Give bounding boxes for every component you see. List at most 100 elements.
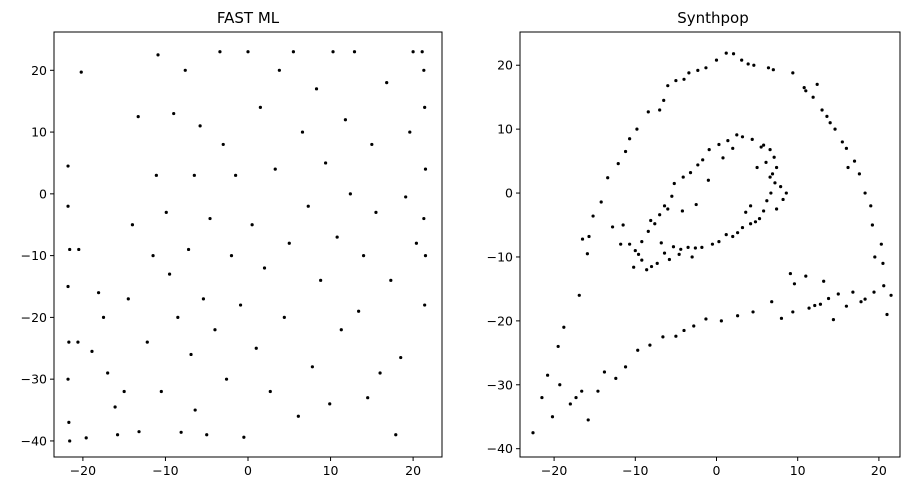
scatter-point [818, 302, 823, 306]
scatter-point [205, 433, 209, 437]
scatter-point [828, 121, 832, 125]
tick-group: −20 −10 0 10 20 −40 −30 −20 −10 0 10 20 [487, 58, 887, 478]
scatter-point [731, 234, 735, 239]
scatter-point [68, 439, 72, 443]
scatter-point [766, 66, 771, 70]
scatter-point [319, 278, 323, 282]
scatter-point [704, 66, 708, 70]
scatter-point [640, 240, 644, 244]
scatter-point [370, 142, 374, 147]
scatter-point [90, 349, 94, 353]
scatter-point [619, 242, 623, 246]
scatter-point [851, 290, 855, 294]
scatter-point [154, 173, 158, 177]
scatter-point [68, 247, 72, 252]
scatter-point [636, 252, 641, 257]
scatter-point [602, 370, 607, 374]
x-tick-label: −20 [541, 463, 567, 478]
scatter-point [296, 414, 300, 418]
scatter-point [258, 105, 262, 109]
y-tick-label: 20 [31, 63, 47, 78]
scatter-point [724, 51, 728, 55]
scatter-point [881, 261, 885, 265]
scatter-point [846, 165, 850, 170]
scatter-point [751, 310, 755, 314]
scatter-point [645, 268, 649, 272]
point-group [66, 50, 428, 443]
scatter-point [686, 245, 690, 249]
scatter-point [254, 346, 258, 350]
scatter-point [550, 415, 555, 419]
scatter-point [167, 272, 172, 276]
scatter-point [759, 145, 763, 149]
scatter-point [66, 164, 70, 168]
scatter-point [791, 71, 795, 75]
scatter-point [852, 159, 857, 163]
x-tick-label: −10 [622, 463, 648, 478]
x-tick-label: −10 [152, 463, 178, 478]
y-tick-label: 20 [497, 58, 513, 73]
scatter-point [704, 317, 708, 321]
y-tick-label: −30 [21, 372, 47, 387]
scatter-point [788, 271, 792, 276]
scatter-point [262, 266, 267, 270]
scatter-point [562, 325, 566, 329]
scatter-point [869, 204, 873, 208]
scatter-point [328, 402, 332, 406]
scatter-point [580, 237, 585, 241]
scatter-point [744, 210, 748, 214]
scatter-point [568, 402, 572, 406]
y-tick-label: 0 [39, 186, 47, 201]
scatter-point [649, 218, 653, 223]
y-tick-label: 0 [505, 186, 513, 201]
scatter-point [658, 108, 662, 112]
scatter-point [746, 62, 750, 66]
scatter-point [731, 146, 735, 150]
scatter-point [183, 68, 187, 72]
plot-frame [53, 31, 443, 458]
scatter-point [192, 173, 196, 177]
scatter-point [234, 173, 238, 177]
scatter-point [857, 172, 862, 176]
scatter-point [151, 254, 155, 258]
scatter-point [389, 278, 393, 282]
scatter-point [671, 245, 676, 249]
scatter-point [67, 340, 71, 344]
tick-group: −20 −10 0 10 20 −40 −30 −20 −10 0 10 20 [21, 63, 421, 478]
y-tick-label: −10 [487, 249, 513, 264]
scatter-point [404, 195, 408, 199]
scatter-point [186, 247, 191, 252]
x-tick-label: 0 [244, 463, 252, 478]
scatter-point [792, 282, 797, 286]
scatter-point [218, 50, 222, 54]
scatter-point [779, 185, 783, 189]
scatter-point [628, 242, 632, 246]
scatter-point [558, 383, 562, 387]
scatter-point [658, 213, 662, 217]
scatter-point [757, 217, 762, 221]
scatter-point [870, 223, 874, 227]
scatter-point [740, 58, 744, 62]
scatter-point [159, 389, 163, 394]
scatter-point [735, 133, 739, 137]
scatter-point [156, 53, 160, 57]
scatter-point [546, 373, 550, 377]
scatter-point [649, 264, 654, 269]
scatter-point [687, 71, 691, 75]
scatter-point [84, 436, 88, 440]
scatter-point [679, 247, 683, 251]
scatter-point [577, 293, 581, 297]
scatter-point [423, 167, 428, 171]
scatter-point [115, 433, 120, 437]
scatter-point [632, 265, 636, 269]
scatter-point [130, 223, 135, 227]
scatter-point [164, 210, 168, 214]
scatter-point [721, 156, 725, 160]
scatter-point [784, 191, 788, 195]
scatter-point [707, 147, 711, 152]
scatter-point [306, 204, 310, 208]
scatter-point [343, 118, 348, 122]
scatter-point [361, 254, 366, 258]
scatter-point [606, 176, 610, 180]
